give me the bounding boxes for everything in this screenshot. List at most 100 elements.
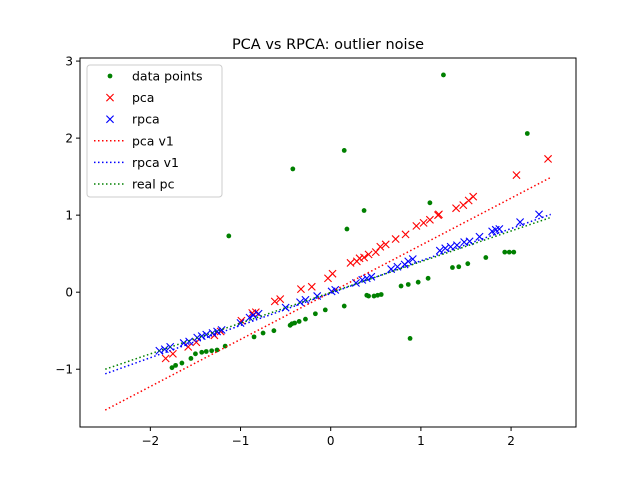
- chart-title: PCA vs RPCA: outlier noise: [232, 37, 424, 53]
- rpca-marker-3: [179, 339, 188, 348]
- pca-marker-21-stroke-b: [376, 242, 385, 251]
- legend-item-rpca-v1-label: rpca v1: [132, 155, 179, 170]
- pca-marker-33: [469, 192, 478, 201]
- y-tick-label-3: 2: [65, 132, 73, 146]
- rpca-marker-30: [435, 246, 444, 255]
- data-points-point-28: [378, 292, 384, 297]
- rpca-marker-1: [160, 345, 169, 354]
- rpca-marker-33-stroke-b: [452, 241, 461, 250]
- rpca-v1-line: [104, 213, 552, 375]
- data-points-point-2: [179, 360, 185, 366]
- pca-marker-19: [364, 250, 373, 259]
- rpca-marker-40-stroke-b: [516, 218, 525, 227]
- data-points-point-0: [169, 365, 175, 371]
- data-points-point-36: [450, 265, 455, 270]
- pca-marker-27: [425, 215, 434, 224]
- legend-item-real-pc: real pc: [94, 177, 175, 192]
- legend-box: [86, 64, 223, 198]
- rpca-marker-6-stroke-b: [197, 332, 206, 341]
- rpca-marker-31-stroke-b: [441, 244, 450, 253]
- data-points-point-3: [188, 356, 194, 361]
- pca-marker-29-stroke-b: [434, 210, 443, 219]
- rpca-marker-12: [245, 313, 254, 322]
- rpca-marker-25-stroke-b: [387, 265, 396, 274]
- pca-marker-14: [328, 269, 337, 278]
- x-tick-label-3: 1: [417, 434, 425, 448]
- legend-item-data-points: data points: [107, 69, 203, 84]
- data-points-point-23: [344, 226, 350, 232]
- rpca-marker-41: [535, 210, 544, 219]
- pca-marker-35-stroke-b: [544, 154, 553, 163]
- data-points-point-26: [371, 293, 377, 299]
- axes: −2 −1 0 1 2 −1 0 1 2 3: [55, 55, 577, 448]
- pca-marker-20: [371, 248, 380, 257]
- data-points-point-24: [361, 208, 367, 213]
- pca-marker-23-stroke-b: [391, 235, 400, 244]
- rpca-marker-21-stroke-b: [351, 278, 360, 287]
- data-points-point-7: [209, 348, 215, 354]
- data-points-point-44: [289, 321, 295, 327]
- pca-marker-10: [276, 295, 285, 304]
- data-points-point-39: [483, 255, 489, 260]
- rpca-marker-23-stroke-b: [362, 274, 371, 283]
- x-tick-label-4: 2: [507, 434, 515, 448]
- pca-marker-9-stroke-b: [270, 297, 279, 306]
- rpca-marker-7-stroke-b: [202, 330, 211, 339]
- pca-marker-18: [360, 253, 369, 262]
- rpca-marker-14-stroke-b: [254, 309, 263, 318]
- data-points-point-38: [465, 261, 471, 267]
- data-points-point-18: [303, 316, 308, 322]
- rpca-marker-11-stroke-b: [236, 319, 245, 327]
- data-points-point-40: [502, 249, 508, 255]
- pca-marker-18-stroke-b: [360, 253, 369, 262]
- pca-marker-21: [376, 242, 385, 251]
- legend-item-pca-v1-label: pca v1: [132, 133, 174, 148]
- data-points-point-42: [511, 249, 517, 255]
- rpca-marker-26-stroke-b: [393, 262, 402, 271]
- rpca-marker-41-stroke-b: [535, 210, 544, 219]
- rpca-marker-4: [185, 337, 194, 346]
- rpca-marker-40: [516, 218, 525, 227]
- rpca-marker-11: [236, 319, 245, 327]
- pca-marker-0-stroke-b: [161, 354, 170, 363]
- rpca-marker-28-stroke-b: [404, 257, 413, 266]
- data-points-point-5: [199, 349, 205, 355]
- pca-marker-34-stroke-b: [512, 171, 521, 180]
- rpca-marker-33: [452, 241, 461, 250]
- legend-item-pca-label: pca: [132, 90, 154, 105]
- pca-marker-31: [459, 201, 468, 210]
- pca-marker-2-stroke-b: [184, 342, 193, 351]
- rpca-marker-31: [441, 244, 450, 253]
- pca-marker-15-stroke-b: [346, 258, 355, 267]
- pca-marker-0: [161, 354, 170, 363]
- rpca-marker-1-stroke-b: [160, 345, 169, 354]
- rpca-marker-34-stroke-b: [460, 238, 469, 247]
- rpca-marker-29: [408, 255, 417, 264]
- real-pc-line: [105, 216, 551, 370]
- legend-item-pca-swatch: [106, 93, 114, 102]
- data-points-point-43: [524, 131, 530, 136]
- rpca-marker-13: [249, 311, 258, 320]
- pca-marker-11: [296, 285, 305, 294]
- y-tick-label-0: −1: [55, 363, 73, 377]
- legend-item-rpca-swatch: [106, 115, 114, 124]
- data-points-point-30: [405, 282, 411, 287]
- data-points-point-1: [173, 362, 178, 368]
- pca-marker-29: [434, 210, 443, 219]
- pca-marker-26-stroke-b: [419, 218, 428, 227]
- pca-marker-1-stroke-b: [168, 349, 177, 358]
- legend: data points pca rpca pca v1 rpca v1 real pc: [86, 64, 223, 198]
- pca-marker-12-stroke-b: [307, 282, 316, 291]
- data-points-point-45: [364, 292, 370, 298]
- pca-marker-11-stroke-b: [296, 285, 305, 294]
- legend-item-data-points-swatch: [107, 73, 113, 79]
- legend-item-rpca-swatch-stroke-b: [106, 115, 114, 124]
- pca-marker-24-stroke-b: [401, 230, 410, 239]
- y-tick-label-2: 1: [65, 209, 73, 223]
- legend-item-data-points-label: data points: [132, 69, 203, 84]
- data-points-point-29: [398, 283, 404, 289]
- data-points-point-13: [271, 328, 277, 334]
- pca-marker-30-stroke-b: [452, 204, 461, 213]
- x-tick-label-0: −2: [141, 434, 159, 448]
